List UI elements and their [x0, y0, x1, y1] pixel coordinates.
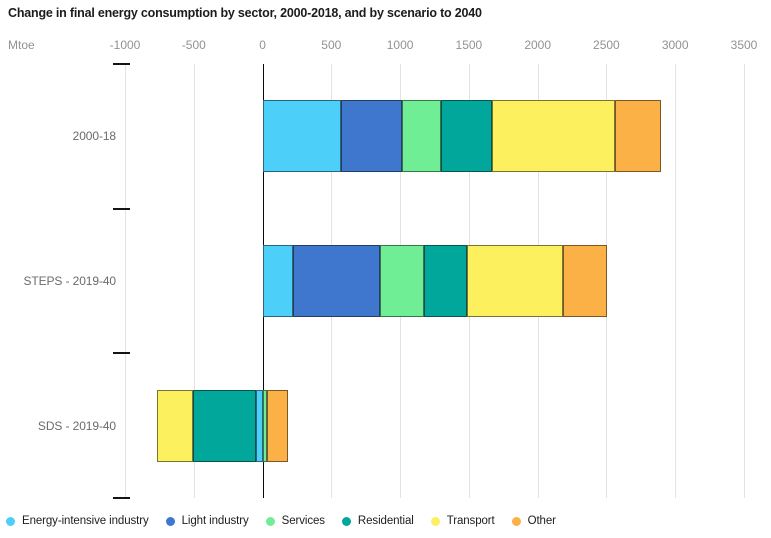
x-axis-tick-label: 1500	[455, 38, 483, 52]
bar-segment	[491, 100, 616, 173]
bar-segment	[441, 100, 492, 173]
x-axis-tick-label: 500	[321, 38, 342, 52]
bar-segment	[380, 245, 425, 317]
x-axis-tick-label: -500	[181, 38, 206, 52]
legend-label: Services	[281, 515, 325, 527]
legend-item-energy-intensive-industry[interactable]: Energy-intensive industry	[6, 515, 149, 527]
legend: Energy-intensive industry Light industry…	[6, 511, 556, 531]
category-axis-tick	[113, 63, 130, 65]
bar-segment	[262, 245, 293, 317]
x-axis-tick-label: 1000	[386, 38, 414, 52]
legend-item-services[interactable]: Services	[265, 515, 325, 527]
x-axis-tick-label: -1000	[109, 38, 141, 52]
gridline	[744, 64, 745, 498]
gridline	[125, 64, 126, 498]
bar-segment	[262, 389, 267, 462]
bar-segment	[255, 389, 263, 462]
bar-segment	[615, 100, 661, 173]
bar-segment	[292, 245, 381, 317]
bar-segment	[193, 389, 256, 462]
legend-label: Residential	[357, 515, 414, 527]
legend-label: Energy-intensive industry	[22, 515, 149, 527]
category-label: STEPS - 2019-40	[23, 274, 116, 288]
bar-segment	[341, 100, 402, 173]
legend-item-residential[interactable]: Residential	[341, 515, 414, 527]
x-axis-tick-label: 2000	[524, 38, 552, 52]
bar-segment	[266, 389, 288, 462]
x-axis-tick-label: 3000	[661, 38, 689, 52]
services-swatch-icon	[265, 516, 275, 526]
x-axis-tick-label: 3500	[730, 38, 758, 52]
category-label: 2000-18	[72, 129, 116, 144]
legend-label: Transport	[446, 515, 495, 527]
light-industry-swatch-icon	[165, 516, 175, 526]
gridline	[193, 64, 195, 498]
bar-segment	[466, 245, 564, 317]
category-axis-tick	[113, 352, 130, 355]
bar-segment	[156, 389, 194, 462]
other-swatch-icon	[511, 516, 521, 526]
legend-label: Other	[527, 515, 556, 527]
x-axis-tick-row: -1000 -500 0 500 1000 1500 2000 2500 3000 3500	[0, 38, 771, 52]
x-axis-tick-label: 0	[259, 38, 266, 52]
category-axis: 2000-18 STEPS - 2019-40 SDS - 2019-40	[0, 64, 116, 498]
transport-swatch-icon	[430, 516, 440, 526]
unit-label: Mtoe	[8, 38, 35, 52]
plot-area	[113, 63, 745, 499]
bar-segment	[401, 100, 442, 173]
legend-item-light-industry[interactable]: Light industry	[165, 515, 249, 527]
legend-label: Light industry	[181, 515, 249, 527]
legend-item-other[interactable]: Other	[511, 515, 556, 527]
bar-segment	[262, 100, 341, 173]
bar-segment	[424, 245, 467, 317]
category-axis-tick	[113, 497, 130, 499]
bar-segment	[563, 245, 608, 317]
energy-intensive-industry-swatch-icon	[6, 516, 15, 526]
legend-item-transport[interactable]: Transport	[430, 515, 495, 527]
gridline	[675, 64, 677, 498]
category-label: SDS - 2019-40	[37, 418, 116, 433]
chart-title: Change in final energy consumption by se…	[8, 6, 482, 20]
category-axis-tick	[113, 207, 130, 210]
residential-swatch-icon	[341, 516, 351, 526]
x-axis-tick-label: 2500	[593, 38, 620, 52]
